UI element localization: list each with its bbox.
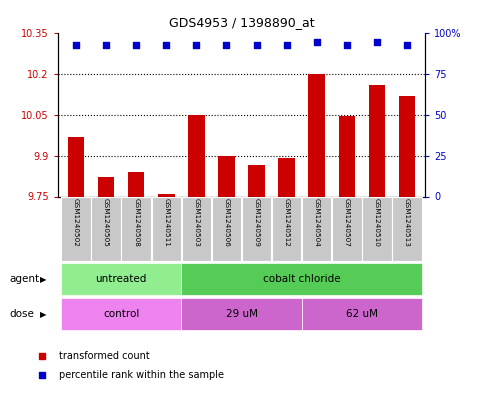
Text: GSM1240503: GSM1240503 — [193, 198, 199, 247]
Text: 62 uM: 62 uM — [346, 309, 378, 320]
Point — [132, 42, 140, 48]
Point — [373, 39, 381, 45]
Bar — [362, 197, 392, 261]
Text: GSM1240502: GSM1240502 — [73, 198, 79, 247]
Point — [72, 42, 80, 48]
Bar — [61, 299, 181, 330]
Text: GSM1240507: GSM1240507 — [344, 198, 350, 247]
Point — [223, 42, 230, 48]
Text: ▶: ▶ — [40, 310, 47, 319]
Text: GSM1240510: GSM1240510 — [374, 198, 380, 247]
Point — [253, 42, 260, 48]
Bar — [128, 172, 144, 196]
Point — [162, 42, 170, 48]
Text: agent: agent — [10, 274, 40, 284]
Bar — [182, 197, 211, 261]
Bar — [302, 197, 331, 261]
Text: GSM1240509: GSM1240509 — [254, 198, 259, 247]
Bar — [332, 197, 362, 261]
Point — [403, 42, 411, 48]
Bar — [61, 197, 91, 261]
Bar — [278, 158, 295, 196]
Text: cobalt chloride: cobalt chloride — [263, 274, 341, 284]
Text: GSM1240512: GSM1240512 — [284, 198, 290, 247]
Bar — [181, 263, 422, 295]
Text: GSM1240511: GSM1240511 — [163, 198, 169, 247]
Text: GSM1240505: GSM1240505 — [103, 198, 109, 247]
Bar — [188, 115, 205, 196]
Title: GDS4953 / 1398890_at: GDS4953 / 1398890_at — [169, 17, 314, 29]
Bar — [272, 197, 301, 261]
Text: transformed count: transformed count — [59, 351, 150, 361]
Bar — [91, 197, 121, 261]
Bar — [121, 197, 151, 261]
Bar — [369, 85, 385, 196]
Bar — [248, 165, 265, 196]
Bar — [181, 299, 302, 330]
Bar — [218, 156, 235, 196]
Text: dose: dose — [10, 309, 35, 320]
Bar — [212, 197, 241, 261]
Text: ▶: ▶ — [40, 275, 47, 283]
Text: percentile rank within the sample: percentile rank within the sample — [59, 370, 224, 380]
Point — [313, 39, 321, 45]
Text: 29 uM: 29 uM — [226, 309, 257, 320]
Point — [102, 42, 110, 48]
Bar — [98, 178, 114, 196]
Point — [283, 42, 290, 48]
Text: GSM1240504: GSM1240504 — [314, 198, 320, 247]
Bar — [242, 197, 271, 261]
Bar — [152, 197, 181, 261]
Bar — [61, 263, 181, 295]
Bar — [158, 193, 174, 196]
Point — [396, 273, 403, 279]
Text: control: control — [103, 309, 139, 320]
Text: untreated: untreated — [96, 274, 147, 284]
Point — [396, 94, 403, 101]
Bar — [309, 74, 325, 196]
Point — [343, 42, 351, 48]
Bar — [339, 116, 355, 196]
Text: GSM1240506: GSM1240506 — [224, 198, 229, 247]
Bar — [302, 299, 422, 330]
Bar — [68, 137, 85, 196]
Bar — [398, 96, 415, 196]
Point — [193, 42, 200, 48]
Text: GSM1240513: GSM1240513 — [404, 198, 410, 247]
Bar — [392, 197, 422, 261]
Text: GSM1240508: GSM1240508 — [133, 198, 139, 247]
